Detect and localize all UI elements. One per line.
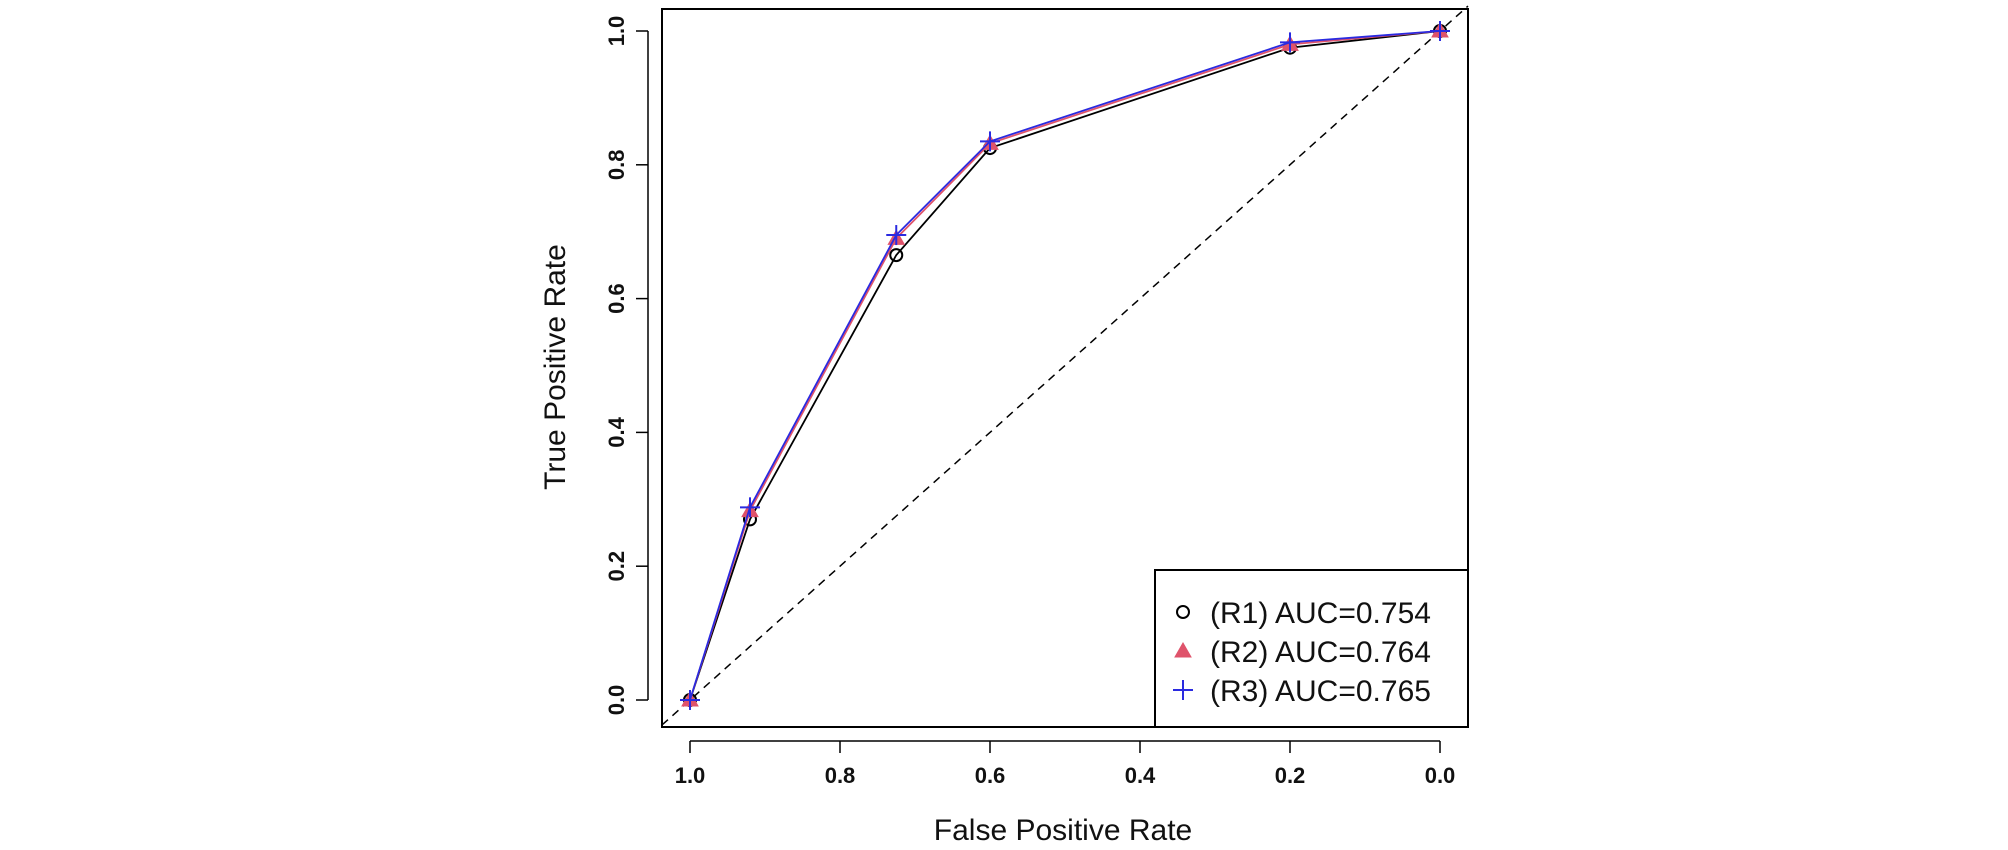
x-axis-title: False Positive Rate (934, 814, 1192, 847)
reference-line (661, 5, 1469, 726)
legend-label-r1: (R1) AUC=0.754 (1210, 597, 1431, 630)
y-tick-label: 0.2 (604, 551, 629, 582)
reference-diagonal (661, 5, 1469, 726)
series-point-r3 (886, 225, 907, 246)
series-point-r3 (980, 131, 1000, 152)
legend-marker-r2 (1174, 641, 1192, 658)
legend-marker-r1 (1176, 605, 1190, 619)
series-point-r3 (1280, 32, 1300, 53)
series-line-r3 (689, 30, 1441, 701)
x-tick-label: 1.0 (675, 763, 706, 788)
y-tick-label: 1.0 (604, 16, 629, 47)
y-tick-label: 0.6 (604, 283, 629, 314)
x-tick-label: 0.4 (1125, 763, 1156, 788)
x-tick-label: 0.8 (825, 763, 856, 788)
x-tick-label: 0.6 (975, 763, 1006, 788)
y-tick-label: 0.4 (604, 416, 629, 447)
legend-box (1154, 569, 1469, 728)
series-layer (680, 21, 1450, 710)
x-tick-label: 0.2 (1275, 763, 1306, 788)
series-point-r1 (889, 248, 904, 263)
series-point-r3 (740, 497, 760, 518)
legend-marker-r3 (1173, 680, 1193, 700)
y-axis-title: True Positive Rate (539, 244, 572, 490)
y-tick-label: 0.0 (604, 685, 629, 716)
legend: (R1) AUC=0.754 (R2) AUC=0.764 (R3) AUC=0.7… (1154, 569, 1469, 728)
series-point-r3 (680, 690, 700, 710)
legend-label-r3: (R3) AUC=0.765 (1210, 675, 1431, 708)
x-axis: 1.0 0.8 0.6 0.4 0.2 0.0 (675, 740, 1456, 788)
y-tick-label: 0.8 (604, 150, 629, 181)
x-tick-label: 0.0 (1425, 763, 1456, 788)
series-line-r1 (689, 30, 1441, 701)
series-point-r3 (1430, 21, 1450, 41)
y-axis: 0.0 0.2 0.4 0.6 0.8 1.0 (604, 16, 649, 716)
plot-frame (661, 8, 1469, 728)
legend-label-r2: (R2) AUC=0.764 (1210, 636, 1431, 669)
